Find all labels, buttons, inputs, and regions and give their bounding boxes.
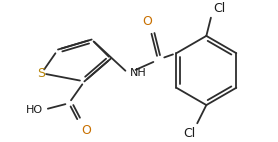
Text: NH: NH: [130, 68, 147, 78]
Text: O: O: [142, 15, 152, 28]
Text: S: S: [38, 67, 46, 80]
Text: HO: HO: [25, 105, 43, 115]
Text: O: O: [81, 124, 91, 137]
Text: Cl: Cl: [183, 127, 195, 140]
Text: Cl: Cl: [214, 2, 226, 15]
